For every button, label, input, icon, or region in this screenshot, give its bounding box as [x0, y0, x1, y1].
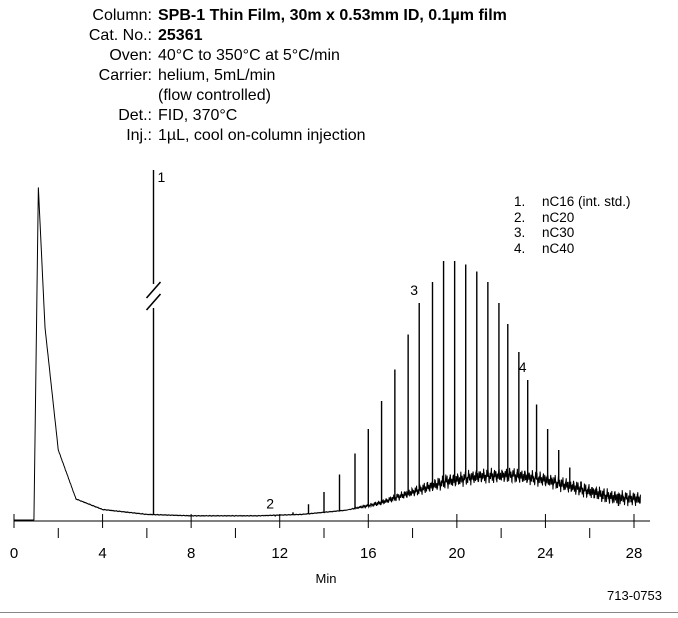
- peak-label-2: 2: [266, 496, 274, 512]
- condition-row: Inj.: 1µL, cool on-column injection: [0, 126, 507, 146]
- condition-value: (flow controlled): [158, 87, 271, 104]
- x-tick-label: 0: [10, 545, 18, 562]
- condition-value: FID, 370°C: [158, 107, 238, 124]
- chromatogram-trace: [14, 187, 641, 521]
- chromatography-conditions: Column: SPB-1 Thin Film, 30m x 0.53mm ID,…: [0, 6, 507, 146]
- legend-number: 4.: [514, 240, 526, 256]
- legend-number: 3.: [514, 225, 526, 240]
- legend-name: nC20: [542, 209, 575, 225]
- condition-row: Oven: 40°C to 350°C at 5°C/min: [0, 46, 507, 66]
- break-slash: [145, 293, 162, 311]
- break-gap: [146, 284, 161, 308]
- break-slash: [145, 281, 162, 299]
- peak-legend: 1. nC16 (int. std.) 2. nC20 3. nC30 4. nC40: [514, 194, 631, 256]
- condition-row: (flow controlled): [0, 86, 507, 106]
- condition-value: 25361: [158, 27, 203, 44]
- x-tick-label: 28: [626, 545, 643, 562]
- legend-entry: 2. nC20: [514, 210, 631, 226]
- x-tick-label: 20: [449, 545, 466, 562]
- condition-value: 40°C to 350°C at 5°C/min: [158, 47, 340, 64]
- peak-label-4: 4: [519, 359, 527, 375]
- bottom-divider: [0, 612, 678, 613]
- x-tick-label: 8: [187, 545, 195, 562]
- peak-label-3: 3: [410, 282, 418, 298]
- x-tick-label: 4: [98, 545, 106, 562]
- x-axis-label: Min: [316, 571, 337, 586]
- peak-group: 1 2 3 4: [152, 169, 620, 517]
- condition-label: Oven:: [109, 47, 152, 64]
- figure-code: 713-0753: [607, 588, 662, 603]
- legend-entry: 3. nC30: [514, 225, 631, 241]
- x-tick-label: 12: [271, 545, 288, 562]
- condition-label: Det.:: [118, 107, 152, 124]
- legend-number: 2.: [514, 209, 526, 225]
- condition-label: Inj.:: [126, 127, 152, 144]
- x-tick-label: 16: [360, 545, 377, 562]
- condition-label: Column:: [92, 7, 152, 24]
- condition-row: Carrier: helium, 5mL/min: [0, 66, 507, 86]
- legend-name: nC16 (int. std.): [542, 194, 631, 209]
- condition-label: Carrier:: [98, 67, 152, 84]
- legend-name: nC40: [542, 240, 575, 256]
- legend-number: 1.: [514, 194, 526, 209]
- condition-value: 1µL, cool on-column injection: [158, 127, 366, 144]
- condition-value: SPB-1 Thin Film, 30m x 0.53mm ID, 0.1µm …: [158, 7, 507, 24]
- legend-entry: 4. nC40: [514, 241, 631, 257]
- condition-value: helium, 5mL/min: [158, 67, 276, 84]
- condition-row: Column: SPB-1 Thin Film, 30m x 0.53mm ID,…: [0, 6, 507, 26]
- condition-row: Det.: FID, 370°C: [0, 106, 507, 126]
- x-axis: 0 4 8 12 16 20 24 28: [10, 514, 650, 562]
- legend-name: nC30: [542, 225, 575, 240]
- condition-label: Cat. No.:: [88, 27, 152, 44]
- peak-label-1: 1: [158, 169, 166, 185]
- axis-break-mark: [145, 281, 162, 311]
- condition-row: Cat. No.: 25361: [0, 26, 507, 46]
- legend-entry: 1. nC16 (int. std.): [514, 194, 631, 210]
- x-tick-label: 24: [537, 545, 554, 562]
